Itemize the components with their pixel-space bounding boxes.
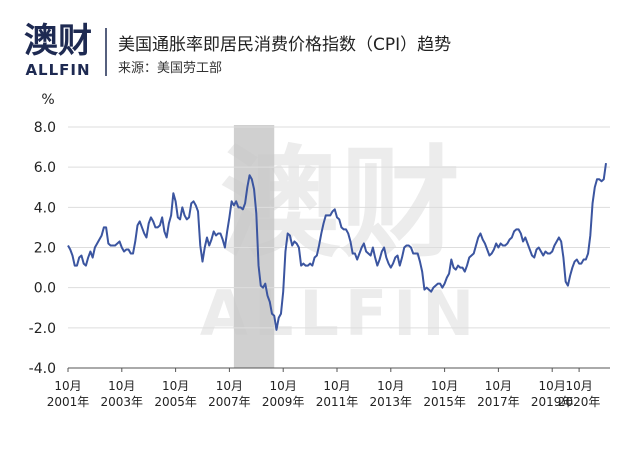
logo-sub: ALLFIN xyxy=(25,61,90,79)
x-tick-label: 10月 2001年 xyxy=(46,379,90,409)
logo: 澳财 xyxy=(24,21,92,61)
x-tick-label: 10月 2005年 xyxy=(154,379,197,409)
title: 美国通胀率即居民消费价格指数（CPI）趋势 xyxy=(118,35,451,55)
y-unit: % xyxy=(41,92,54,108)
cpi-line xyxy=(67,163,607,331)
x-tick-label: 10月 2019年 xyxy=(530,379,574,409)
x-tick-label: 10月 2009年 xyxy=(261,379,305,409)
y-tick-label: -4.0 xyxy=(29,361,56,377)
x-tick-label: 10月 2003年 xyxy=(100,379,144,409)
y-tick-label: 0.0 xyxy=(34,281,56,297)
x-tick-label: 10月 2011年 xyxy=(315,379,359,409)
x-tick-label: 10月 2007年 xyxy=(208,379,251,409)
source: 来源：美国劳工部 xyxy=(118,60,222,76)
recession-band xyxy=(233,125,275,368)
y-tick-label: 8.0 xyxy=(34,120,56,136)
x-tick-label: 10月 2020年 xyxy=(557,379,601,409)
x-tick-label: 10月 2017年 xyxy=(477,379,520,409)
y-tick-label: 6.0 xyxy=(34,160,56,176)
x-tick-label: 10月 2013年 xyxy=(369,379,413,409)
x-tick-label: 10月 2015年 xyxy=(423,379,466,409)
y-tick-label: -2.0 xyxy=(29,321,56,337)
y-tick-label: 2.0 xyxy=(34,241,56,257)
y-tick-label: 4.0 xyxy=(34,200,56,216)
